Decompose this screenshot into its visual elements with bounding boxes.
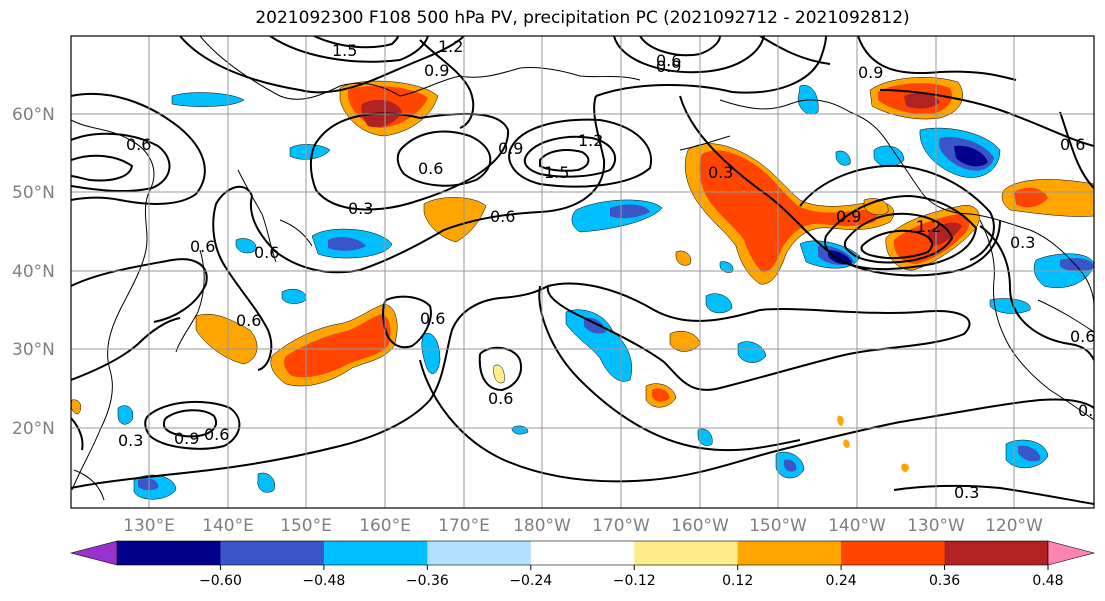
- colorbar-segment: [427, 541, 532, 565]
- lon-label: 160°E: [359, 516, 411, 536]
- colorbar-segment: [944, 541, 1049, 565]
- contour-label: 0.6: [1060, 135, 1085, 154]
- map-title: 2021092300 F108 500 hPa PV, precipitatio…: [255, 8, 910, 28]
- colorbar-right-extension: [1047, 540, 1096, 566]
- contour-label: 0.6: [656, 51, 681, 70]
- contour-label: 0.9: [858, 63, 883, 82]
- lat-label: 60°N: [12, 105, 55, 125]
- contour-labels: 0.9 0.9 1.5 1.2 0.9 0.6 1.2 1.5 0.6 0.9 …: [118, 37, 1103, 502]
- lon-label: 150°W: [749, 516, 807, 536]
- lon-label: 180°W: [513, 516, 571, 536]
- colorbar-segment: [323, 541, 428, 565]
- contour-label: 1.5: [332, 41, 357, 60]
- contour-label: 0.6: [254, 243, 279, 262]
- lon-label: 140°E: [202, 516, 254, 536]
- contour-label: 0.9: [498, 139, 523, 158]
- lon-label: 130°E: [123, 516, 175, 536]
- lon-label: 150°E: [280, 516, 332, 536]
- contour-label: 1.2: [438, 37, 463, 56]
- colorbar-segment: [841, 541, 946, 565]
- lon-label: 170°E: [438, 516, 490, 536]
- colorbar-segment: [220, 541, 325, 565]
- lon-label: 170°W: [592, 516, 650, 536]
- map-frame: [70, 35, 1095, 509]
- pv-contours: [71, 36, 1094, 505]
- colorbar-segment: [737, 541, 842, 565]
- colorbar-tick-label: −0.36: [406, 573, 449, 589]
- contour-label: 0.9: [656, 57, 681, 76]
- colorbar-tick-label: 0.12: [722, 573, 753, 589]
- contour-label: 0.6: [420, 309, 445, 328]
- lon-label: 140°W: [828, 516, 886, 536]
- lon-label: 130°W: [907, 516, 965, 536]
- lat-label: 40°N: [12, 262, 55, 282]
- colorbar-segments: [116, 540, 1049, 566]
- colorbar-ticks: −0.60 −0.48 −0.36 −0.24 −0.12 0.12 0.24 0.36 0.4…: [199, 565, 1064, 589]
- contour-label: 0.6: [1070, 327, 1095, 346]
- longitude-labels: 130°E 140°E 150°E 160°E 170°E 180°W 170°…: [123, 516, 1043, 536]
- colorbar-tick-label: 0.24: [826, 573, 857, 589]
- colorbar-segment: [117, 541, 221, 565]
- colorbar-left-extension: [69, 540, 118, 566]
- contour-label: 0.6: [418, 159, 443, 178]
- contour-label: 1.2: [578, 131, 603, 150]
- colorbar-tick-label: −0.12: [613, 573, 656, 589]
- colorbar-tick-label: −0.24: [509, 573, 552, 589]
- negative-anomaly-shading: [117, 85, 1094, 500]
- map-area: 0.9 0.9 1.5 1.2 0.9 0.6 1.2 1.5 0.6 0.9 …: [71, 36, 1103, 508]
- contour-label: 0.6: [490, 207, 515, 226]
- colorbar-segment: [530, 541, 635, 565]
- colorbar: −0.60 −0.48 −0.36 −0.24 −0.12 0.12 0.24 0.36 0.4…: [69, 540, 1096, 589]
- contour-label: 0.6: [126, 135, 151, 154]
- lat-label: 20°N: [12, 419, 55, 439]
- colorbar-tick-label: 0.48: [1032, 573, 1063, 589]
- latitude-labels: 60°N 50°N 40°N 30°N 20°N: [12, 105, 55, 439]
- contour-label: 0.3: [708, 163, 733, 182]
- lat-label: 30°N: [12, 340, 55, 360]
- contour-label: 0.9: [174, 429, 199, 448]
- contour-label: 0.9: [424, 61, 449, 80]
- contour-label: 0.6: [190, 237, 215, 256]
- positive-anomaly-shading: [71, 77, 1094, 472]
- contour-label: 0.3: [348, 199, 373, 218]
- grid-lines: [71, 36, 1094, 508]
- contour-label: 1.2: [916, 217, 941, 236]
- contour-label: 0.3: [118, 431, 143, 450]
- contour-label: 0.6: [204, 425, 229, 444]
- colorbar-tick-label: −0.48: [302, 573, 345, 589]
- contour-label: 0.3: [1010, 233, 1035, 252]
- colorbar-segment: [634, 541, 739, 565]
- lon-label: 120°W: [985, 516, 1043, 536]
- contour-label: 1.5: [544, 163, 569, 182]
- contour-label: 0.3: [954, 483, 979, 502]
- lat-label: 50°N: [12, 183, 55, 203]
- contour-label: 0.6: [488, 389, 513, 408]
- contour-label: 0.3: [1078, 401, 1103, 420]
- colorbar-tick-label: 0.36: [929, 573, 960, 589]
- colorbar-tick-label: −0.60: [199, 573, 242, 589]
- contour-label: 0.9: [836, 207, 861, 226]
- coastlines: [71, 36, 1094, 501]
- lon-label: 160°W: [671, 516, 729, 536]
- contour-label: 0.6: [236, 311, 261, 330]
